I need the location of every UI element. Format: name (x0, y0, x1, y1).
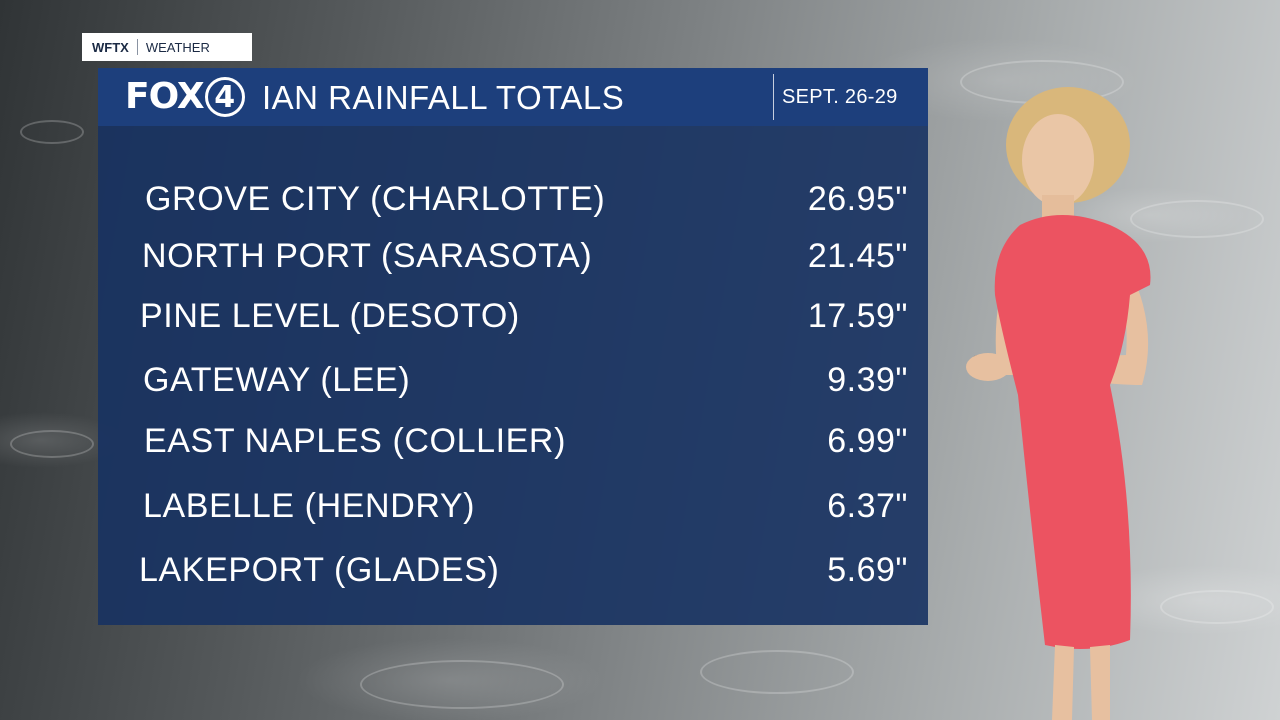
date-range: SEPT. 26-29 (782, 86, 898, 108)
bug-divider (136, 39, 138, 55)
presenter-hands (966, 353, 1010, 381)
section-label: WEATHER (145, 39, 210, 55)
list-item: LAKEPORT (GLADES) 5.69" (98, 548, 928, 592)
location-name: LABELLE (HENDRY) (143, 487, 476, 525)
presenter-figure (966, 87, 1151, 720)
presenter-dress (994, 215, 1151, 649)
panel-header: FOX 4 IAN RAINFALL TOTALS SEPT. 26-29 (98, 68, 928, 126)
rain-ripple (20, 120, 84, 144)
rain-ripple (700, 650, 854, 694)
logo-number-circle: 4 (204, 77, 245, 117)
call-sign: WFTX (92, 39, 129, 55)
rain-ripple (360, 660, 564, 709)
list-item: EAST NAPLES (COLLIER) 6.99" (98, 419, 928, 463)
rainfall-amount: 21.45" (807, 237, 908, 275)
rain-ripple (1160, 590, 1274, 624)
rainfall-amount: 6.37" (827, 487, 908, 525)
presenter-leg (1052, 645, 1074, 720)
location-name: LAKEPORT (GLADES) (139, 551, 500, 589)
rain-ripple (1130, 200, 1264, 238)
rainfall-amount: 17.59" (807, 297, 908, 335)
list-item: LABELLE (HENDRY) 6.37" (98, 484, 928, 528)
rainfall-amount: 26.95" (807, 180, 908, 218)
rainfall-amount: 9.39" (827, 361, 908, 399)
list-item: PINE LEVEL (DESOTO) 17.59" (98, 294, 928, 338)
list-item: GATEWAY (LEE) 9.39" (98, 358, 928, 402)
network-bug: WFTX WEATHER (82, 33, 252, 61)
logo-text: FOX (125, 76, 205, 117)
list-item: NORTH PORT (SARASOTA) 21.45" (98, 234, 928, 278)
location-name: GATEWAY (LEE) (143, 361, 411, 399)
rainfall-panel: FOX 4 IAN RAINFALL TOTALS SEPT. 26-29 GR… (98, 68, 928, 625)
header-divider (773, 74, 774, 120)
rainfall-amount: 5.69" (827, 551, 908, 589)
presenter-leg (1090, 645, 1110, 720)
list-item: GROVE CITY (CHARLOTTE) 26.95" (98, 177, 928, 221)
presenter-face (1022, 114, 1094, 206)
location-name: GROVE CITY (CHARLOTTE) (145, 180, 606, 218)
page-title: IAN RAINFALL TOTALS (262, 79, 625, 116)
fox4-logo: FOX 4 (125, 75, 245, 119)
rainfall-amount: 6.99" (827, 422, 908, 460)
location-name: EAST NAPLES (COLLIER) (144, 422, 566, 460)
location-name: PINE LEVEL (DESOTO) (140, 297, 520, 335)
rain-ripple (10, 430, 94, 458)
location-name: NORTH PORT (SARASOTA) (142, 237, 593, 275)
